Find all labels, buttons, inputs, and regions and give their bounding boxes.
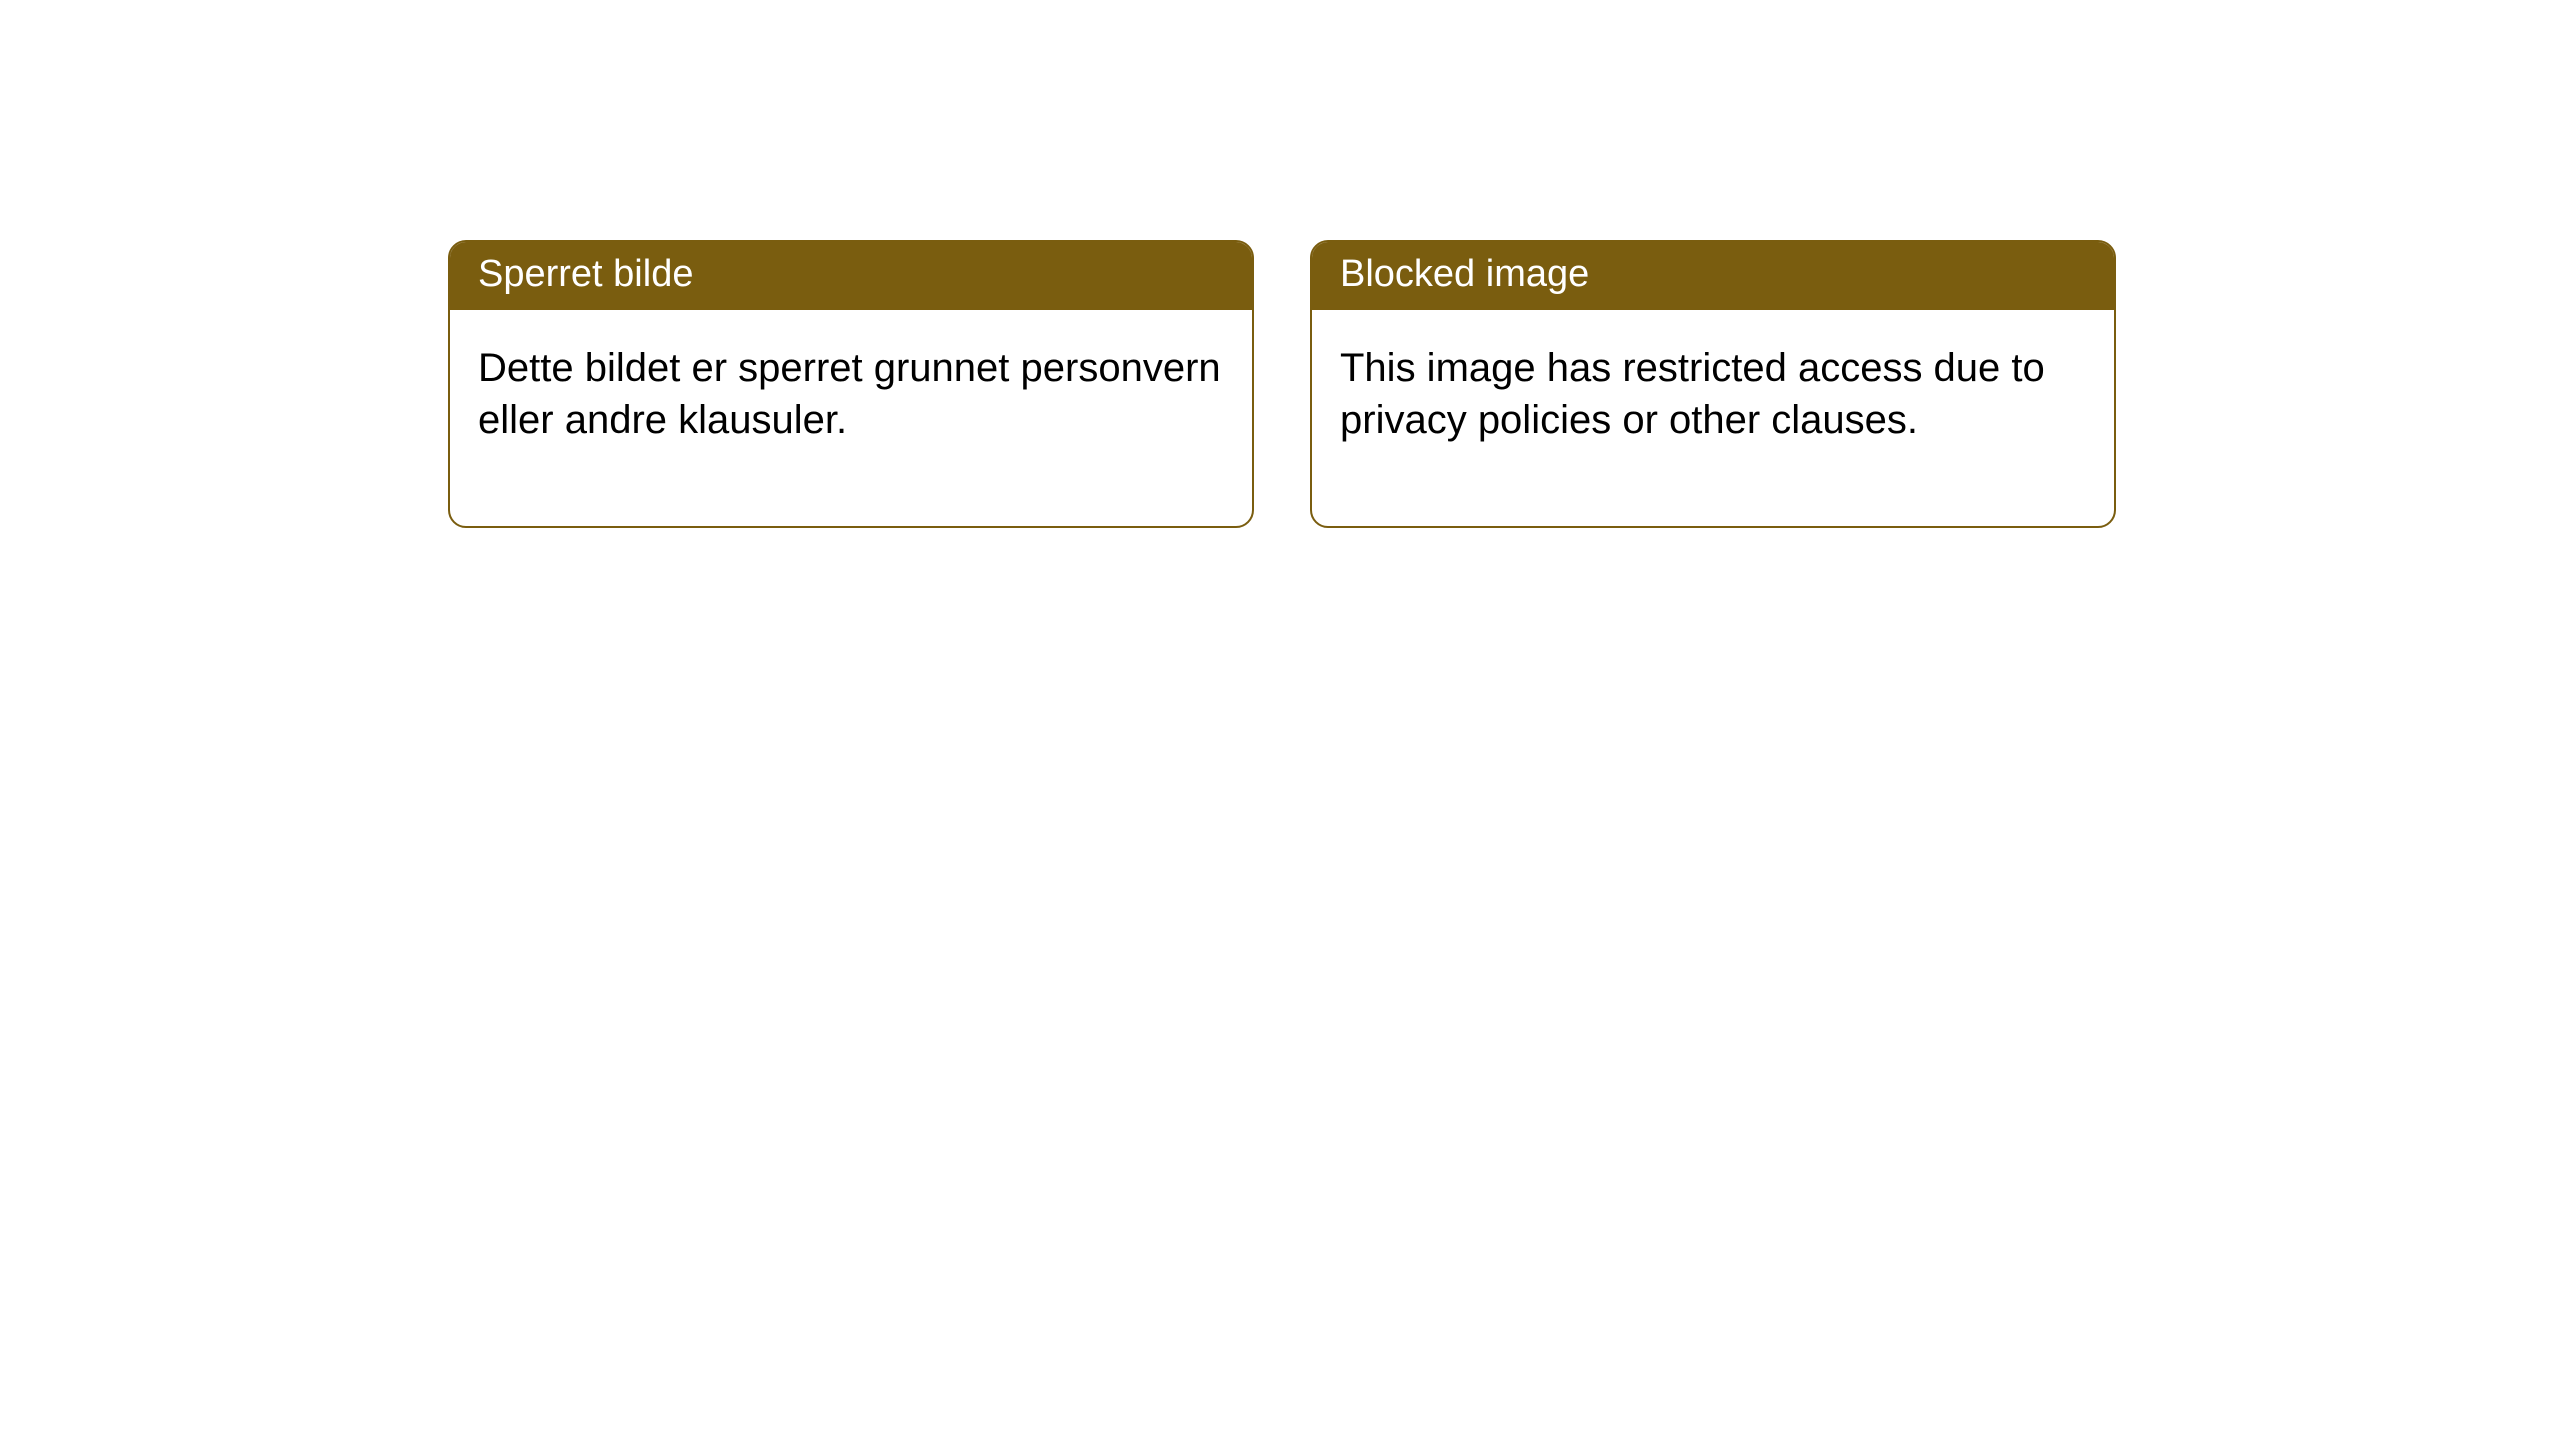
notice-body: Dette bildet er sperret grunnet personve… (450, 310, 1252, 526)
notice-card-norwegian: Sperret bilde Dette bildet er sperret gr… (448, 240, 1254, 528)
notice-title: Sperret bilde (450, 242, 1252, 310)
notice-body: This image has restricted access due to … (1312, 310, 2114, 526)
notice-card-english: Blocked image This image has restricted … (1310, 240, 2116, 528)
notice-title: Blocked image (1312, 242, 2114, 310)
notice-container: Sperret bilde Dette bildet er sperret gr… (0, 0, 2560, 528)
